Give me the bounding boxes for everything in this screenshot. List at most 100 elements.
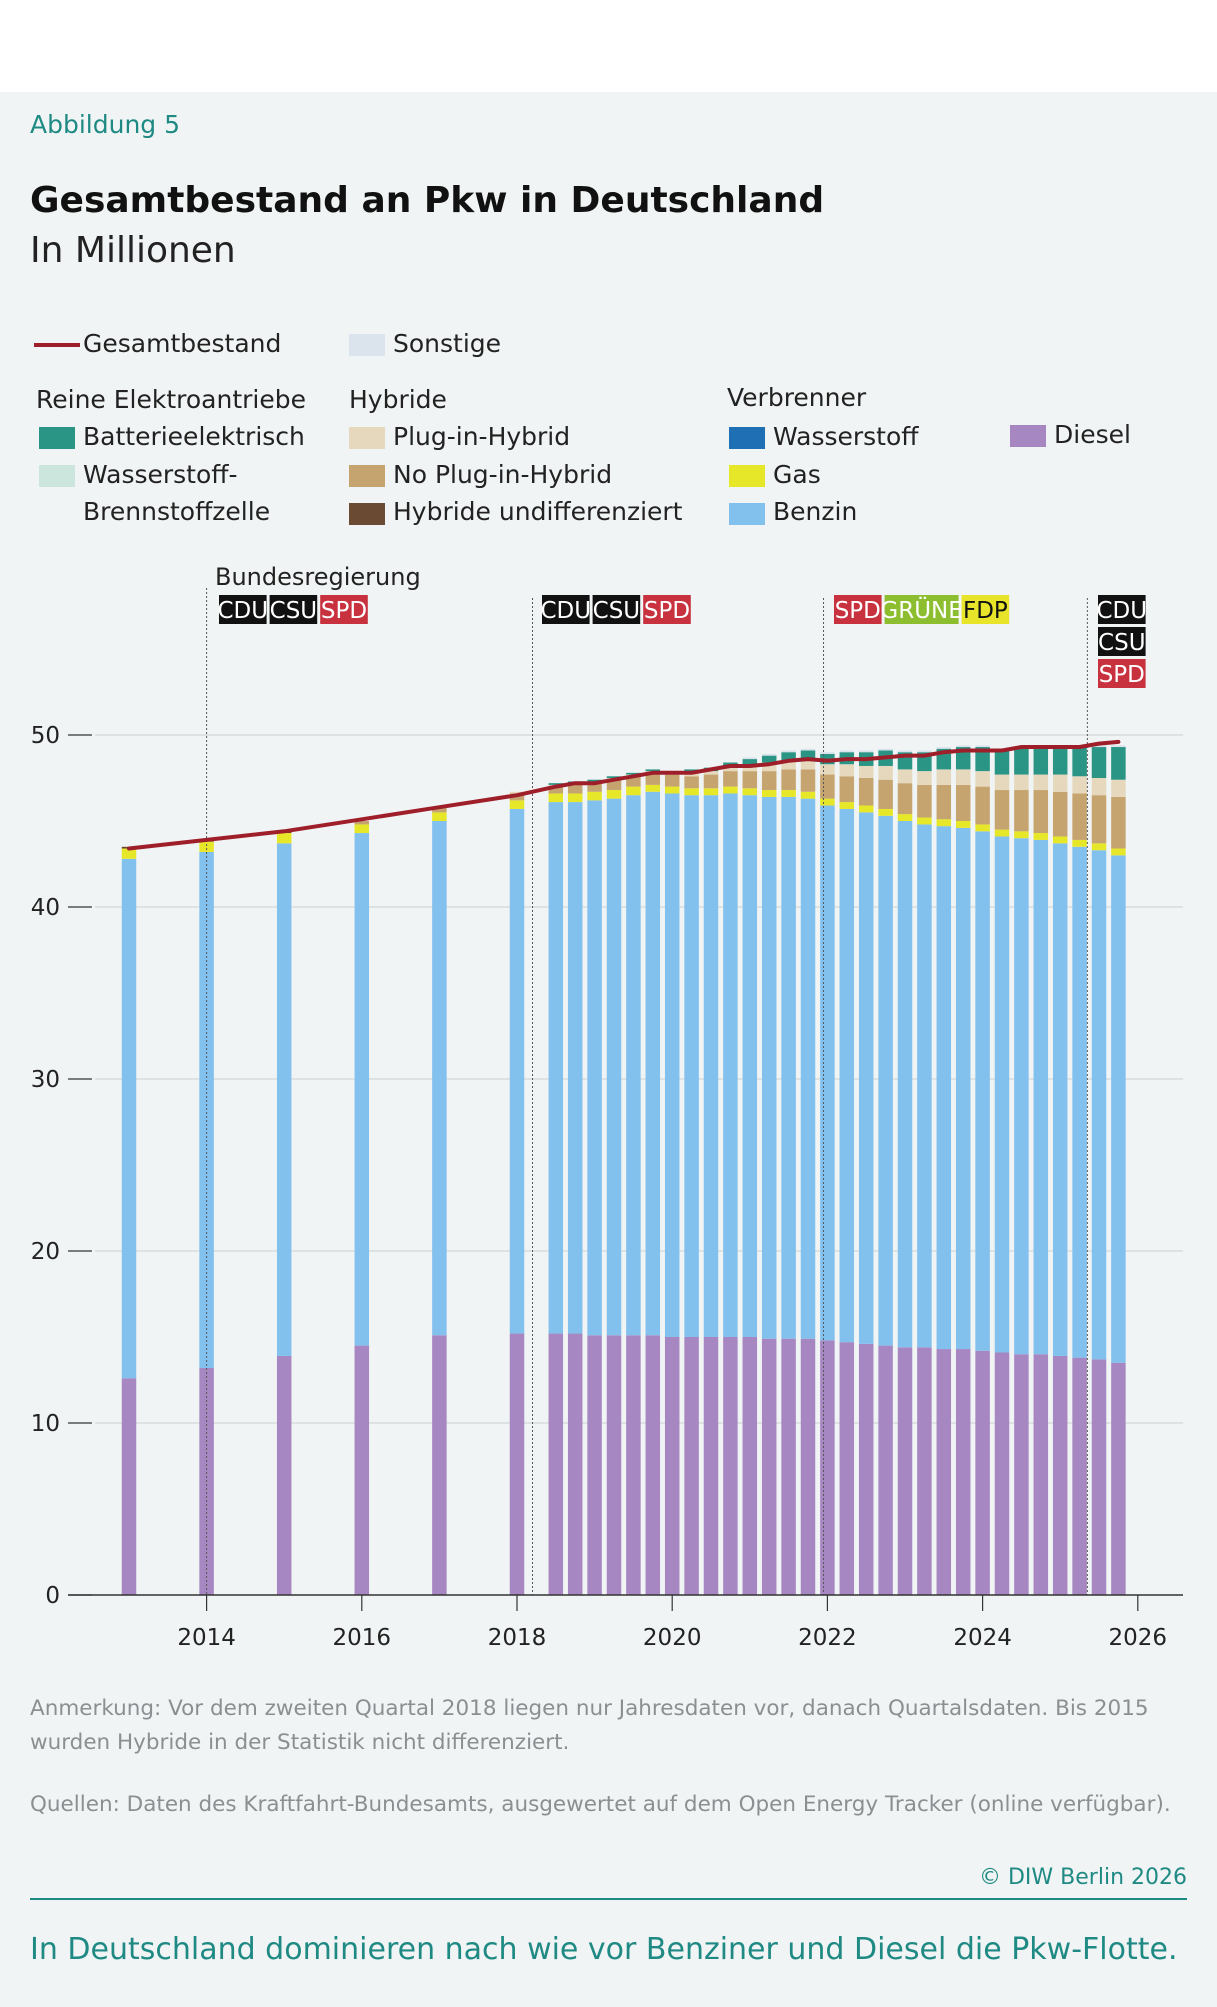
legend-gas-label: Gas: [773, 460, 821, 489]
party-badge: [1098, 595, 1146, 624]
bar-segment-noplugin: [664, 774, 680, 787]
bar-segment-benzin: [878, 815, 893, 1346]
bar-segment-gas: [432, 812, 447, 821]
bar-segment-diesel: [121, 1378, 137, 1595]
party-badge: [834, 595, 882, 624]
bar-segment-sonstige: [839, 750, 855, 753]
bar-segment-plugin: [917, 771, 932, 785]
bar-segment-sonstige: [781, 750, 796, 753]
bar-segment-gas: [800, 791, 816, 799]
bar-stack: [723, 762, 738, 1595]
bar-segment-plugin: [1111, 779, 1126, 797]
bar-segment-diesel: [548, 1333, 564, 1595]
bar-segment-noplugin: [1091, 795, 1107, 844]
bar-segment-benzin: [432, 821, 447, 1336]
bar-segment-noplugin: [703, 774, 719, 789]
legend-plugin-swatch: [349, 427, 385, 449]
gesamtbestand-line: [127, 739, 1121, 851]
bar-segment-noplugin: [781, 769, 796, 791]
bar-stack: [509, 791, 525, 1595]
bar-segment-sonstige: [897, 750, 913, 753]
legend-benzin-label: Benzin: [773, 497, 858, 526]
bar-stack: [1014, 747, 1029, 1595]
bar-segment-noplugin: [645, 772, 661, 785]
bar-segment-diesel: [1072, 1357, 1087, 1595]
party-badge-label: CSU: [593, 598, 641, 624]
bar-segment-benzin: [354, 833, 370, 1346]
bar-segment-gas: [606, 790, 622, 799]
bar-segment-diesel: [820, 1340, 835, 1595]
party-badge-label: SPD: [1099, 662, 1145, 688]
bar-segment-diesel: [1052, 1355, 1068, 1595]
chart-subtitle: In Millionen: [30, 230, 236, 271]
bar-segment-plugin: [897, 769, 913, 784]
bar-segment-gas: [626, 786, 641, 796]
bar-segment-benzin: [567, 802, 583, 1334]
bar-segment-gas: [199, 841, 214, 852]
bar-segment-diesel: [742, 1337, 758, 1595]
bar-segment-sonstige: [955, 745, 971, 748]
bar-segment-gas: [1091, 843, 1107, 851]
legend-brennstoff-label-2: Brennstoffzelle: [83, 497, 271, 526]
bar-segment-diesel: [897, 1347, 913, 1595]
bar-stack: [1033, 745, 1049, 1595]
bar-segment-benzin: [509, 808, 525, 1334]
bar-stack: [839, 750, 855, 1595]
x-tick-label: 2016: [333, 1625, 392, 1651]
bar-segment-noplugin: [897, 783, 913, 815]
legend-sonstige-swatch: [349, 334, 385, 356]
bar-segment-sonstige: [858, 750, 874, 753]
bar-segment-diesel: [509, 1333, 525, 1595]
legend-batterie-swatch: [39, 427, 75, 449]
party-badge: [643, 595, 691, 624]
bar-segment-gas: [587, 791, 602, 801]
bar-segment-noplugin: [432, 807, 447, 813]
bar-segment-batterie: [781, 752, 796, 761]
party-badge-label: SPD: [644, 598, 690, 624]
bar-segment-plugin: [800, 759, 816, 770]
bar-segment-noplugin: [936, 784, 952, 820]
bar-stack: [276, 831, 292, 1595]
bar-segment-noplugin: [626, 776, 641, 787]
bar-stack: [858, 750, 874, 1595]
bar-segment-noplugin: [606, 779, 622, 791]
bar-segment-benzin: [955, 827, 971, 1350]
bar-segment-diesel: [781, 1338, 796, 1595]
bar-segment-gas: [121, 848, 137, 859]
bar-segment-gas: [781, 790, 796, 797]
figure-label: Abbildung 5: [30, 110, 181, 139]
legend-brennstoff-label-1: Wasserstoff-: [83, 460, 238, 489]
bar-segment-benzin: [626, 795, 641, 1336]
bar-segment-noplugin: [1072, 793, 1087, 840]
bar-segment-diesel: [917, 1347, 932, 1595]
bar-segment-batterie: [800, 750, 816, 760]
bar-segment-gas: [858, 805, 874, 813]
bar-segment-diesel: [587, 1335, 602, 1595]
bar-segment-plugin: [975, 771, 990, 787]
chart-title: Gesamtbestand an Pkw in Deutschland: [30, 180, 825, 221]
bar-segment-benzin: [994, 836, 1010, 1353]
bar-stack: [626, 772, 641, 1595]
bar-segment-benzin: [723, 793, 738, 1337]
bar-segment-sonstige: [975, 745, 990, 748]
bar-segment-benzin: [1033, 839, 1049, 1355]
bar-segment-gas: [1111, 848, 1126, 856]
bar-segment-benzin: [548, 802, 564, 1334]
bar-stack: [684, 769, 699, 1595]
bar-segment-benzin: [1072, 846, 1087, 1358]
bar-segment-noplugin: [742, 771, 758, 789]
bar-segment-benzin: [742, 795, 758, 1337]
bar-segment-batterie: [742, 759, 758, 765]
y-tick-label: 50: [31, 723, 60, 749]
bar-segment-diesel: [858, 1343, 874, 1595]
bar-stack: [917, 750, 932, 1595]
bar-segment-diesel: [606, 1335, 622, 1595]
note-anmerkung: Anmerkung: Vor dem zweiten Quartal 2018 …: [30, 1696, 1149, 1755]
bar-segment-noplugin: [955, 784, 971, 821]
bar-segment-noplugin: [878, 779, 893, 809]
bar-stack: [1091, 745, 1107, 1595]
party-badge: [592, 595, 641, 624]
party-badge: [269, 595, 318, 624]
bar-segment-gas: [276, 833, 292, 844]
